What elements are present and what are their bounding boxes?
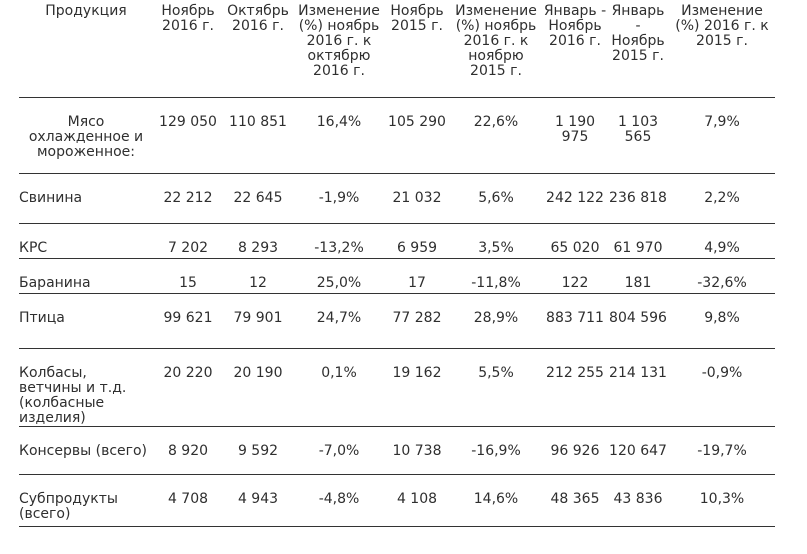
cell: -7,0%: [318, 443, 360, 459]
table-row: Субпродукты (всего) 4 708 4 943 -4,8% 4 …: [19, 475, 775, 527]
cell: 8 293: [237, 240, 279, 256]
cell: 8 920: [167, 443, 209, 459]
table-row: Баранина 15 12 25,0% 17 -11,8% 122 181 -…: [19, 259, 775, 294]
table-row: Мясо охлажденное и мороженное: 129 050 1…: [19, 98, 775, 174]
cell: 14,6%: [473, 491, 519, 507]
product-name: Субпродукты (всего): [19, 491, 118, 522]
cell: 24,7%: [316, 310, 362, 326]
product-name: Консервы (всего): [19, 443, 148, 459]
cell: 20 190: [233, 365, 283, 381]
cell: 28,9%: [473, 310, 519, 326]
header-change-year: Изменение (%) 2016 г. к 2015 г.: [675, 3, 769, 49]
cell: 12: [249, 275, 267, 291]
header-change-nov-nov: Изменение (%) ноябрь 2016 г. к ноябрю 20…: [455, 3, 537, 79]
cell: 212 255: [546, 365, 604, 381]
cell: 25,0%: [316, 275, 362, 291]
cell: 77 282: [392, 310, 442, 326]
cell: 22,6%: [473, 114, 519, 130]
cell: 0,1%: [321, 365, 357, 381]
cell: 99 621: [163, 310, 213, 326]
table-row: КРС 7 202 8 293 -13,2% 6 959 3,5% 65 020…: [19, 224, 775, 259]
header-product: Продукция: [45, 3, 127, 19]
cell: 883 711: [546, 310, 604, 326]
cell: 236 818: [609, 190, 667, 206]
cell: 120 647: [609, 443, 667, 459]
product-name: КРС: [19, 240, 48, 256]
cell: 3,5%: [478, 240, 514, 256]
header-change-nov-oct: Изменение (%) ноябрь 2016 г. к октябрю 2…: [298, 3, 380, 79]
cell: 20 220: [163, 365, 213, 381]
cell: -13,2%: [314, 240, 364, 256]
cell: 9 592: [237, 443, 279, 459]
product-name: Свинина: [19, 190, 83, 206]
cell: 6 959: [396, 240, 438, 256]
cell: 1 103 565: [617, 114, 659, 145]
cell: 7 202: [167, 240, 209, 256]
cell: 48 365: [550, 491, 600, 507]
cell: 43 836: [613, 491, 663, 507]
cell: -32,6%: [697, 275, 747, 291]
cell: 181: [624, 275, 652, 291]
cell: 4 108: [396, 491, 438, 507]
header-jan-nov-2015: Январь - Ноябрь 2015 г.: [611, 3, 665, 64]
table-row: Колбасы, ветчины и т.д. (колбасные издел…: [19, 349, 775, 427]
cell: 4,9%: [704, 240, 740, 256]
cell: 105 290: [388, 114, 446, 130]
cell: 2,2%: [704, 190, 740, 206]
cell: -16,9%: [471, 443, 521, 459]
header-jan-nov-2016: Январь - Ноябрь 2016 г.: [543, 3, 607, 49]
cell: -4,8%: [318, 491, 360, 507]
cell: 17: [408, 275, 426, 291]
cell: 21 032: [392, 190, 442, 206]
cell: -11,8%: [471, 275, 521, 291]
cell: 19 162: [392, 365, 442, 381]
cell: 4 943: [237, 491, 279, 507]
product-name: Колбасы, ветчины и т.д. (колбасные издел…: [19, 365, 127, 426]
cell: 110 851: [229, 114, 287, 130]
cell: 22 645: [233, 190, 283, 206]
header-nov-2016: Ноябрь 2016 г.: [161, 3, 215, 34]
meat-production-table: Продукция Ноябрь 2016 г. Октябрь 2016 г.…: [19, 0, 775, 527]
table-row: Птица 99 621 79 901 24,7% 77 282 28,9% 8…: [19, 294, 775, 349]
cell: 10,3%: [699, 491, 745, 507]
cell: -0,9%: [701, 365, 743, 381]
cell: 129 050: [159, 114, 217, 130]
table-row: Свинина 22 212 22 645 -1,9% 21 032 5,6% …: [19, 174, 775, 224]
cell: 79 901: [233, 310, 283, 326]
table-row: Консервы (всего) 8 920 9 592 -7,0% 10 73…: [19, 427, 775, 475]
header-oct-2016: Октябрь 2016 г.: [227, 3, 289, 34]
cell: 22 212: [163, 190, 213, 206]
cell: -1,9%: [318, 190, 360, 206]
cell: 122: [561, 275, 589, 291]
cell: 5,6%: [478, 190, 514, 206]
cell: 61 970: [613, 240, 663, 256]
cell: 242 122: [546, 190, 604, 206]
cell: 65 020: [550, 240, 600, 256]
cell: 96 926: [550, 443, 600, 459]
cell: 4 708: [167, 491, 209, 507]
cell: 9,8%: [704, 310, 740, 326]
product-name: Птица: [19, 310, 65, 326]
cell: 5,5%: [478, 365, 514, 381]
product-name: Мясо охлажденное и мороженное:: [28, 114, 144, 160]
table-header-row: Продукция Ноябрь 2016 г. Октябрь 2016 г.…: [19, 0, 775, 98]
cell: 16,4%: [316, 114, 362, 130]
cell: 15: [179, 275, 197, 291]
cell: 804 596: [609, 310, 667, 326]
cell: 214 131: [609, 365, 667, 381]
cell: 1 190 975: [554, 114, 596, 145]
cell: 10 738: [392, 443, 442, 459]
product-name: Баранина: [19, 275, 91, 291]
header-nov-2015: Ноябрь 2015 г.: [390, 3, 444, 34]
cell: -19,7%: [697, 443, 747, 459]
cell: 7,9%: [704, 114, 740, 130]
